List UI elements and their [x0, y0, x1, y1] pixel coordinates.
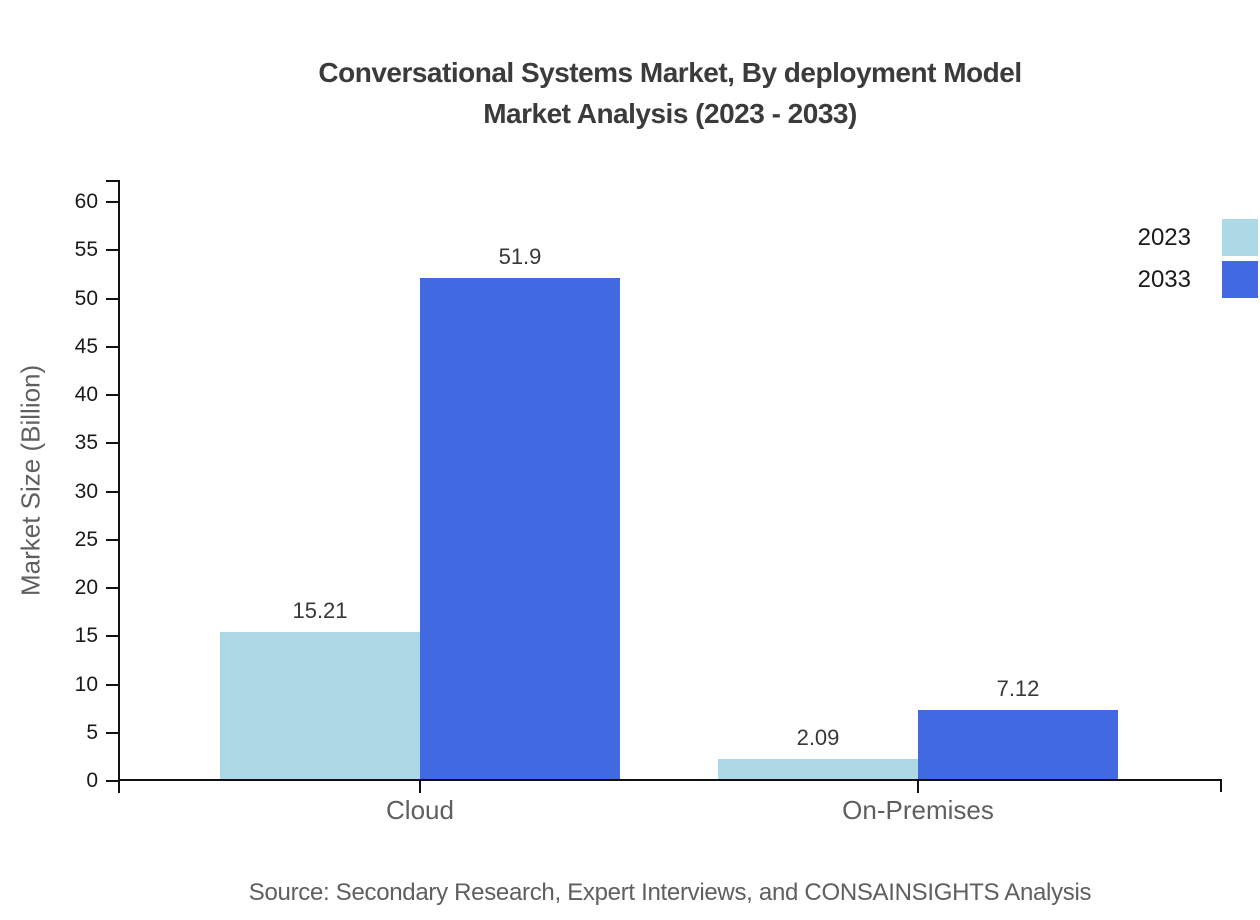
chart-title-line-1: Conversational Systems Market, By deploy…: [318, 57, 1022, 88]
y-axis-tick-label-60: 60: [74, 190, 98, 213]
bar-2023-cloud: [220, 632, 420, 779]
legend-entry-2033: 2033: [1138, 261, 1258, 298]
legend-label-2033: 2033: [1137, 265, 1191, 293]
bar-value-label-2023-on-premises: 2.09: [796, 724, 840, 750]
y-axis-tick-30: [106, 490, 118, 493]
y-axis-tick-label-35: 35: [74, 431, 98, 455]
x-axis-category-label-on-premises: On-Premises: [842, 795, 994, 825]
legend-swatch-2023: [1222, 219, 1258, 256]
x-axis-category-label-cloud: Cloud: [386, 795, 454, 825]
y-axis-tick-15: [106, 635, 118, 638]
bar-value-label-2023-cloud: 15.21: [292, 598, 348, 624]
y-axis-tick-label-20: 20: [74, 576, 98, 599]
legend-label-2023: 2023: [1137, 223, 1191, 251]
y-axis-tick-0: [106, 780, 118, 782]
legend: 2023 2033: [1138, 219, 1258, 303]
y-axis-line: [118, 180, 120, 793]
y-axis-tick-25: [106, 538, 118, 541]
y-axis-tick-label-55: 55: [74, 238, 98, 262]
source-attribution: Source: Secondary Research, Expert Inter…: [248, 879, 1092, 906]
y-axis-top-cap: [106, 180, 118, 182]
legend-entry-2023: 2023: [1138, 219, 1258, 256]
y-axis-tick-5: [106, 731, 118, 734]
bar-2033-cloud: [420, 278, 620, 779]
y-axis-tick-label-5: 5: [86, 720, 98, 744]
y-axis-tick-label-0: 0: [86, 769, 98, 792]
legend-swatch-2033: [1222, 261, 1258, 298]
plot-area: 0 5 10 15 20 25 30 35 40 45 50 55 60 15.21 51.9 Cloud 2.…: [75, 180, 1222, 825]
y-axis-tick-55: [106, 249, 118, 252]
y-axis-tick-label-15: 15: [74, 624, 98, 648]
x-axis-tick-on-premises: [917, 781, 919, 793]
chart-title-line-2: Market Analysis (2023 - 2033): [483, 98, 857, 129]
x-axis-line: [118, 779, 1222, 781]
y-axis-tick-label-30: 30: [74, 479, 98, 503]
y-axis-tick-50: [106, 297, 118, 300]
y-axis-tick-60: [106, 201, 118, 203]
y-axis-title: Market Size (Billion): [15, 364, 46, 597]
bar-value-label-2033-cloud: 51.9: [498, 244, 542, 270]
y-axis-tick-35: [106, 442, 118, 445]
bar-value-label-2033-on-premises: 7.12: [996, 676, 1040, 702]
y-axis-tick-20: [106, 587, 118, 589]
y-axis-tick-label-45: 45: [74, 334, 98, 358]
y-axis-tick-label-25: 25: [74, 527, 98, 551]
y-axis-tick-label-40: 40: [74, 383, 98, 406]
y-axis-tick-45: [106, 345, 118, 348]
y-axis-tick-40: [106, 394, 118, 396]
bar-2023-on-premises: [718, 758, 918, 779]
y-axis-tick-10: [106, 683, 118, 686]
y-axis-tick-label-10: 10: [74, 672, 98, 696]
y-axis-tick-label-50: 50: [74, 286, 98, 310]
x-axis-tick-cloud: [419, 781, 421, 793]
chart-title: Conversational Systems Market, By deploy…: [80, 52, 1260, 134]
bar-2033-on-premises: [918, 710, 1118, 779]
x-axis-end-tick: [1220, 779, 1222, 792]
